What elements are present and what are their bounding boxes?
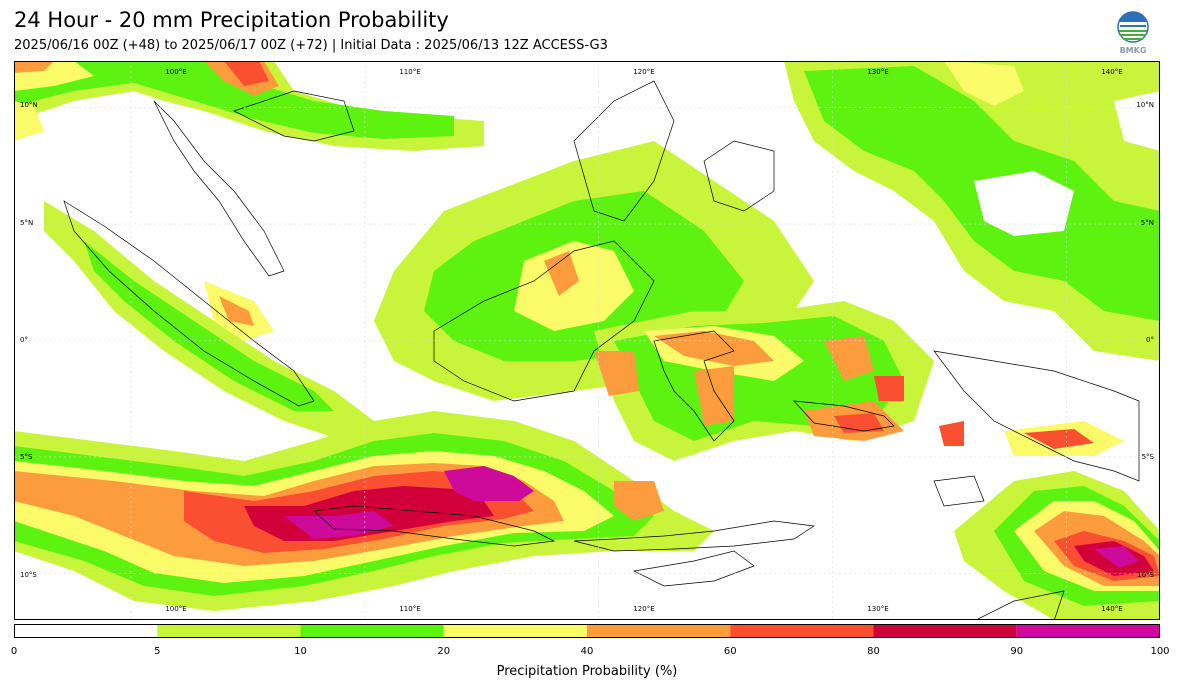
lon-label-bottom: 130°E — [867, 605, 888, 613]
precipitation-map: 100°E 110°E 120°E 130°E 140°E 100°E 110°… — [14, 61, 1160, 620]
colorbar-tick-label: 40 — [580, 646, 594, 657]
colorbar-tick-label: 20 — [437, 646, 451, 657]
lon-label-top: 110°E — [399, 68, 420, 76]
colorbar-segment — [1016, 624, 1160, 638]
colorbar-tick-label: 0 — [10, 646, 18, 657]
svg-text:BMKG: BMKG — [1120, 46, 1147, 55]
lon-label-top: 100°E — [165, 68, 186, 76]
colorbar — [14, 624, 1160, 638]
colorbar-frame — [14, 624, 1160, 638]
lon-label-bottom: 100°E — [165, 605, 186, 613]
map-frame — [14, 61, 1160, 620]
lat-label-right: 5°S — [1142, 453, 1155, 461]
lat-label-left: 5°S — [20, 453, 33, 461]
colorbar-segment — [157, 624, 301, 638]
colorbar-tick-label: 80 — [867, 646, 880, 657]
lon-label-top: 140°E — [1101, 68, 1122, 76]
colorbar-tick-label: 10 — [294, 646, 307, 657]
lon-label-bottom: 140°E — [1101, 605, 1122, 613]
colorbar-segment — [873, 624, 1017, 638]
colorbar-tick-label: 100 — [1150, 646, 1170, 657]
bmkg-logo-icon: BMKG — [1114, 10, 1152, 56]
lon-label-top: 120°E — [633, 68, 654, 76]
colorbar-segment — [300, 624, 444, 638]
lon-label-bottom: 110°E — [399, 605, 420, 613]
lat-label-left: 5°N — [20, 219, 33, 227]
lat-label-left: 10°S — [20, 571, 37, 579]
lat-label-right: 10°N — [1136, 101, 1154, 109]
colorbar-segment — [587, 624, 731, 638]
lon-label-top: 130°E — [867, 68, 888, 76]
colorbar-segment — [14, 624, 158, 638]
colorbar-label: Precipitation Probability (%) — [496, 664, 678, 679]
colorbar-segment — [443, 624, 587, 638]
colorbar-tick-label: 5 — [154, 646, 161, 657]
lat-label-right: 5°N — [1141, 219, 1154, 227]
lat-label-left: 0° — [20, 336, 28, 344]
colorbar-segment — [730, 624, 874, 638]
chart-title: 24 Hour - 20 mm Precipitation Probabilit… — [14, 8, 449, 32]
colorbar-tick-label: 90 — [1010, 646, 1024, 657]
lat-label-right: 10°S — [1137, 571, 1154, 579]
lat-label-left: 10°N — [20, 101, 38, 109]
lat-label-right: 0° — [1146, 336, 1154, 344]
colorbar-tick-label: 60 — [723, 646, 737, 657]
chart-subtitle: 2025/06/16 00Z (+48) to 2025/06/17 00Z (… — [14, 38, 608, 53]
lon-label-bottom: 120°E — [633, 605, 654, 613]
